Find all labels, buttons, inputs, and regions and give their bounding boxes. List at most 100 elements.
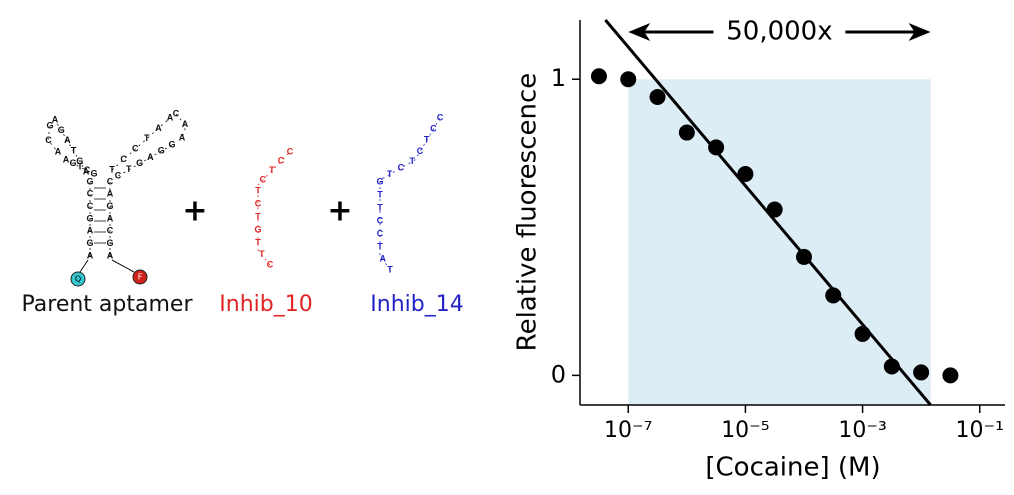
x-tick-label: 10⁻⁷ bbox=[604, 418, 652, 443]
strand-backbone bbox=[47, 125, 59, 153]
nucleotide: C bbox=[87, 201, 94, 211]
quencher bbox=[70, 271, 86, 287]
nucleotide: A bbox=[107, 250, 114, 260]
nucleotide: G bbox=[168, 139, 175, 149]
fluorophore bbox=[132, 269, 148, 285]
nucleotide: C bbox=[437, 112, 444, 122]
nucleotide: T bbox=[387, 169, 393, 179]
inhib-label: Inhib_10 bbox=[219, 292, 312, 317]
nucleotide: A bbox=[52, 114, 59, 124]
data-point bbox=[737, 166, 754, 182]
nucleotide: G bbox=[69, 158, 76, 168]
nucleotide: C bbox=[84, 165, 91, 175]
x-tick-label: 10⁻⁵ bbox=[721, 418, 769, 443]
data-point bbox=[795, 248, 812, 265]
data-point bbox=[942, 367, 959, 384]
nucleotide: G bbox=[76, 156, 83, 166]
nucleotide: A bbox=[87, 226, 94, 236]
nucleotide: A bbox=[107, 189, 114, 199]
nucleotide: C bbox=[132, 144, 139, 154]
nucleotide: T bbox=[77, 161, 83, 171]
nucleotide: C bbox=[255, 198, 262, 208]
nucleotide: A bbox=[179, 132, 186, 142]
nucleotide: G bbox=[90, 168, 97, 178]
data-point bbox=[708, 139, 725, 156]
strand bbox=[111, 259, 135, 273]
nucleotide: T bbox=[144, 133, 150, 143]
strand-backbone bbox=[54, 119, 87, 173]
nucleotide: A bbox=[380, 254, 387, 264]
nucleotide: T bbox=[377, 202, 383, 212]
nucleotide: G bbox=[46, 120, 53, 130]
y-axis-label: Relative fluorescence bbox=[513, 73, 543, 352]
nucleotide: G bbox=[158, 146, 165, 156]
nucleotide: C bbox=[377, 228, 384, 238]
inhib-label: Inhib_14 bbox=[370, 292, 463, 317]
data-point bbox=[766, 201, 783, 218]
y-tick-label: 1 bbox=[551, 64, 566, 92]
nucleotide: G bbox=[86, 176, 93, 186]
nucleotide: C bbox=[430, 124, 437, 134]
nucleotide: C bbox=[120, 154, 127, 164]
nucleotide: T bbox=[424, 135, 430, 145]
nucleotide: C bbox=[173, 108, 180, 118]
strand bbox=[79, 259, 89, 273]
parent-label: Parent aptamer bbox=[22, 292, 194, 317]
nucleotide: T bbox=[377, 189, 383, 199]
data-point bbox=[678, 124, 695, 141]
nucleotide: C bbox=[107, 226, 114, 236]
nucleotide: G bbox=[254, 225, 261, 235]
nucleotide: A bbox=[64, 135, 71, 145]
nucleotide: A bbox=[107, 213, 114, 223]
annotation-text: 50,000x bbox=[726, 17, 832, 47]
nucleotide: T bbox=[377, 241, 383, 251]
arrow-head bbox=[628, 23, 651, 41]
nucleotide: A bbox=[87, 250, 94, 260]
strand-backbone bbox=[175, 113, 187, 139]
nucleotide: A bbox=[167, 112, 174, 122]
nucleotide: C bbox=[278, 156, 285, 166]
nucleotide: C bbox=[87, 189, 94, 199]
nucleotide: T bbox=[255, 185, 261, 195]
nucleotide: C bbox=[107, 176, 114, 186]
nucleotide: A bbox=[63, 154, 70, 164]
nucleotide: A bbox=[155, 123, 162, 133]
data-point bbox=[913, 364, 930, 381]
nucleotide: T bbox=[409, 156, 415, 166]
nucleotide: T bbox=[269, 165, 275, 175]
x-tick-label: 10⁻³ bbox=[838, 418, 886, 443]
quencher-label: Q bbox=[75, 275, 81, 284]
data-point bbox=[854, 325, 871, 342]
nucleotide: G bbox=[86, 213, 93, 223]
nucleotide: C bbox=[287, 146, 294, 156]
data-point bbox=[590, 68, 607, 85]
fluorophore-label: F bbox=[138, 273, 143, 282]
nucleotide: G bbox=[376, 176, 383, 186]
arrow-head bbox=[908, 23, 931, 41]
nucleotide: T bbox=[255, 212, 261, 222]
nucleotide: T bbox=[259, 249, 265, 259]
nucleotide: A bbox=[83, 166, 90, 176]
nucleotide: C bbox=[398, 162, 405, 172]
nucleotide: G bbox=[106, 238, 113, 248]
strand-backbone bbox=[117, 144, 173, 177]
nucleotide: A bbox=[55, 146, 62, 156]
nucleotide: G bbox=[136, 158, 143, 168]
nucleotide: C bbox=[115, 170, 122, 180]
nucleotide: T bbox=[109, 164, 115, 174]
x-tick-label: 10⁻¹ bbox=[956, 418, 1004, 443]
x-axis-label: [Cocaine] (M) bbox=[705, 453, 880, 483]
data-point bbox=[649, 89, 666, 105]
nucleotide: T bbox=[71, 146, 77, 156]
nucleotide: T bbox=[255, 238, 261, 248]
plus-sign: + bbox=[327, 194, 352, 229]
annotation-background bbox=[713, 16, 846, 48]
nucleotide: A bbox=[182, 119, 189, 129]
y-tick-label: 0 bbox=[551, 360, 566, 388]
data-point bbox=[825, 287, 842, 304]
nucleotide: G bbox=[86, 238, 93, 248]
strand-backbone bbox=[379, 117, 441, 271]
nucleotide: C bbox=[267, 259, 274, 269]
